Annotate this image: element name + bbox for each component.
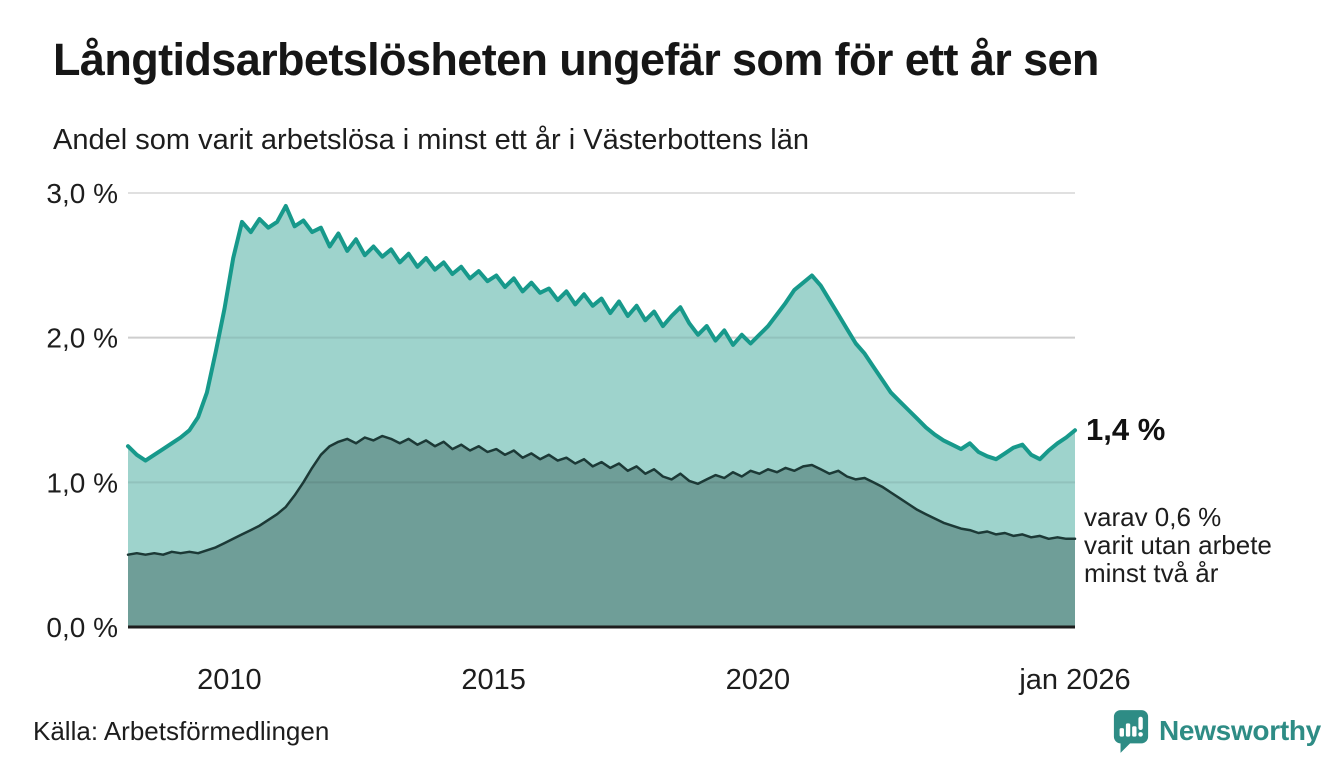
annotation-line: minst två år bbox=[1084, 558, 1219, 588]
annotation-line: varav 0,6 % bbox=[1084, 502, 1222, 532]
x-tick-label: jan 2026 bbox=[1018, 664, 1130, 696]
y-tick-label: 2,0 % bbox=[46, 323, 118, 354]
source-credit: Källa: Arbetsförmedlingen bbox=[33, 716, 330, 746]
series-line-2yr bbox=[126, 434, 1077, 556]
brand-wordmark: Newsworthy bbox=[1159, 714, 1321, 746]
y-tick-label: 1,0 % bbox=[46, 467, 118, 498]
latest-value-label: 1,4 % bbox=[1086, 412, 1166, 447]
x-tick-label: 2020 bbox=[726, 664, 791, 696]
y-tick-label: 3,0 % bbox=[46, 178, 118, 209]
page-title: Långtidsarbetslösheten ungefär som för e… bbox=[53, 34, 1099, 85]
annotation-line: varit utan arbete bbox=[1084, 530, 1272, 560]
y-tick-label: 0,0 % bbox=[46, 612, 118, 643]
secondary-value-annotation: varav 0,6 % varit utan arbete minst två … bbox=[1084, 503, 1272, 587]
chart-subtitle: Andel som varit arbetslösa i minst ett å… bbox=[53, 124, 809, 156]
series-line-1yr bbox=[126, 204, 1077, 463]
newsworthy-logo: Newsworthy bbox=[1112, 708, 1321, 753]
speech-bubble-bar-chart-icon bbox=[1112, 708, 1150, 753]
area-fill-2yr bbox=[128, 436, 1075, 627]
x-tick-label: 2015 bbox=[461, 664, 526, 696]
x-tick-label: 2010 bbox=[197, 664, 262, 696]
